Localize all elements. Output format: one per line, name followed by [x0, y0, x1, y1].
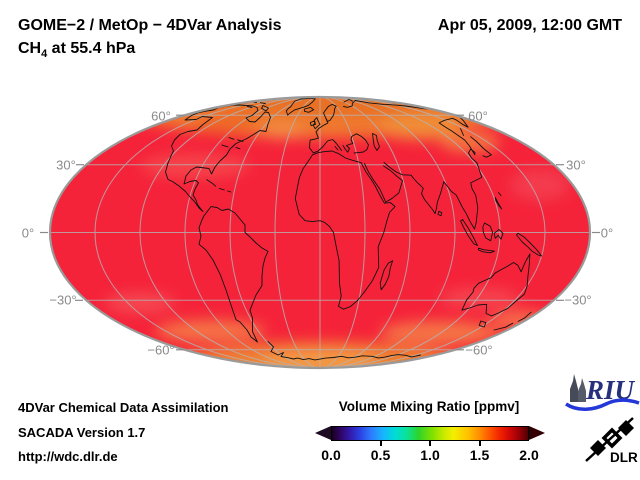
lat-label-left-0: 0° [21, 225, 35, 241]
colorbar-left-arrow-icon [315, 426, 331, 440]
credit-line-url: http://wdc.dlr.de [18, 449, 118, 464]
lat-label-left-m30: −30° [49, 292, 77, 308]
riu-logo: RIU [565, 374, 640, 411]
species-rest: at 55.4 hPa [47, 40, 136, 57]
colorbar: 0.0 0.5 1.0 1.5 2.0 [315, 426, 545, 466]
dlr-logo: DLR [585, 417, 638, 465]
riu-wave-icon [565, 398, 640, 411]
credit-line-version: SACADA Version 1.7 [18, 424, 146, 440]
lat-label-right-30: 30° [566, 157, 586, 173]
colorbar-tick-1.0 [429, 441, 431, 446]
globe-rim [48, 95, 592, 370]
colorbar-label-1.5: 1.5 [469, 447, 490, 463]
colorbar-label-0.0: 0.0 [321, 447, 341, 463]
credit-line-assimilation: 4DVar Chemical Data Assimilation [18, 400, 229, 415]
lat-label-right-m60: −60° [465, 342, 493, 358]
colorbar-title: Volume Mixing Ratio [ppmv] [338, 399, 520, 414]
colorbar-label-1.0: 1.0 [420, 447, 440, 463]
colorbar-label-0.5: 0.5 [370, 447, 391, 463]
graticule [50, 97, 590, 368]
colorbar-tick-0.5 [379, 441, 382, 446]
lat-label-right-0: 0° [600, 225, 614, 241]
coastlines [165, 97, 543, 361]
lat-label-left-60: 60° [151, 108, 171, 124]
species-level-label: CH4 at 55.4 hPa [18, 40, 135, 60]
colorbar-gradient [331, 426, 529, 441]
colorbar-right-arrow-icon [529, 426, 545, 440]
dlr-logo-text: DLR [610, 450, 638, 465]
page-title: GOME−2 / MetOp − 4DVar Analysis [18, 17, 282, 34]
latitude-ticks [40, 114, 600, 351]
lat-label-left-30: 30° [56, 157, 76, 173]
lat-label-left-m60: −60° [147, 342, 175, 358]
lat-label-right-60: 60° [468, 108, 488, 124]
species-prefix: CH [18, 40, 42, 57]
header-row: GOME−2 / MetOp − 4DVar Analysis Apr 05, … [18, 17, 622, 35]
species-subscript: 4 [41, 48, 48, 61]
colorbar-tick-1.5 [478, 441, 481, 446]
colorbar-label-2.0: 2.0 [519, 447, 539, 463]
lat-label-right-m30: −30° [564, 292, 592, 308]
datetime-label: Apr 05, 2009, 12:00 GMT [437, 17, 622, 34]
cathedral-icon [570, 374, 578, 402]
credits-block: 4DVar Chemical Data Assimilation SACADA … [18, 396, 229, 470]
cathedral-icon-spire [578, 378, 586, 402]
